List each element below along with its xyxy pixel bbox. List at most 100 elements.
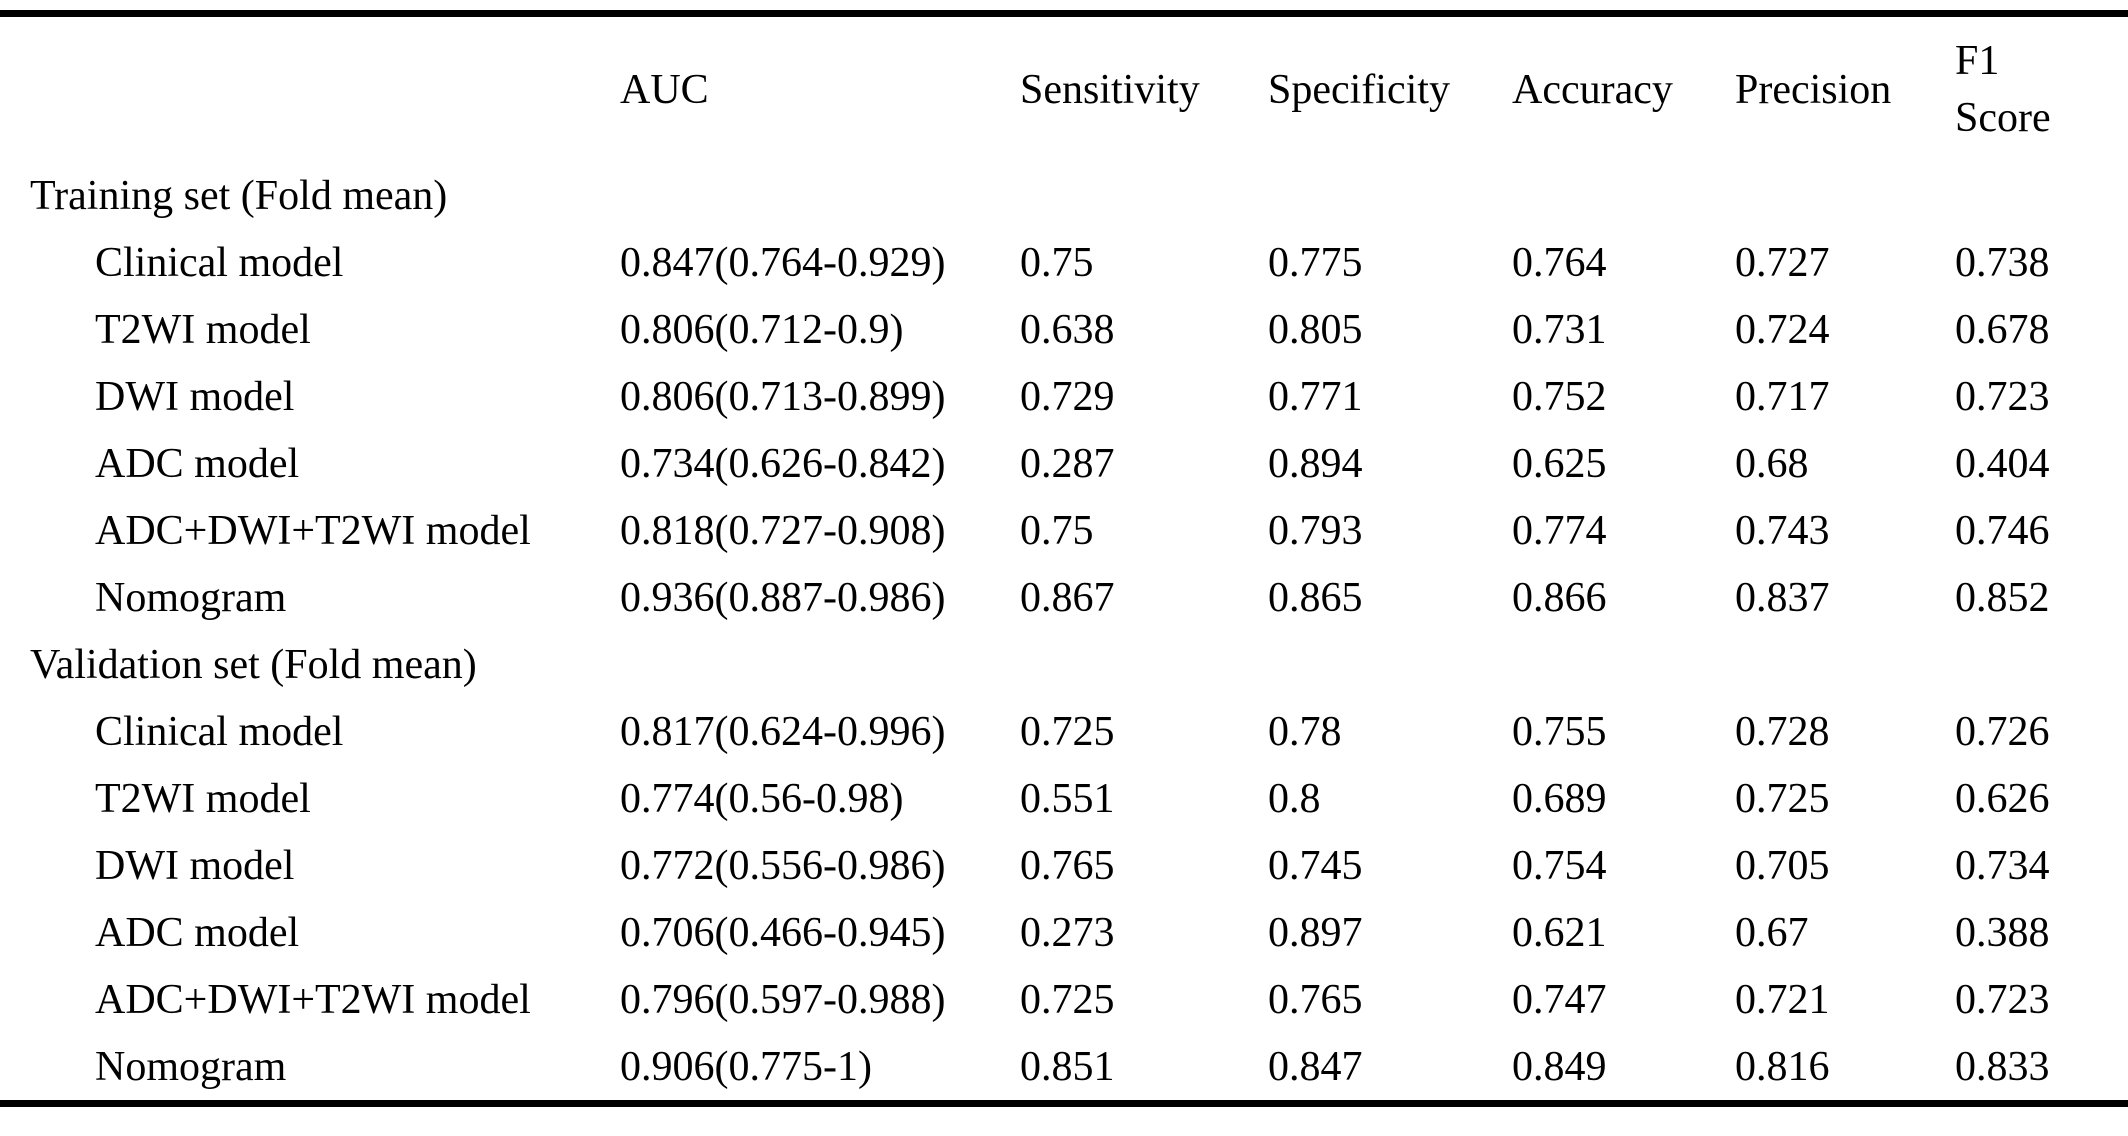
specificity-cell: 0.865 [1268, 574, 1363, 621]
precision-cell: 0.705 [1735, 842, 1830, 889]
sensitivity-cell: 0.765 [1020, 842, 1115, 889]
sensitivity-cell: 0.638 [1020, 306, 1115, 353]
accuracy-cell: 0.689 [1512, 775, 1607, 822]
auc-cell: 0.772(0.556-0.986) [620, 842, 946, 889]
sensitivity-cell: 0.851 [1020, 1043, 1115, 1090]
table-row: Nomogram 0.906(0.775-1) 0.851 0.847 0.84… [0, 1033, 2128, 1104]
f1-cell: 0.746 [1955, 507, 2050, 554]
accuracy-cell: 0.754 [1512, 842, 1607, 889]
model-name-cell: ADC model [95, 440, 300, 487]
specificity-cell: 0.847 [1268, 1043, 1363, 1090]
accuracy-cell: 0.752 [1512, 373, 1607, 420]
table-row: ADC model 0.734(0.626-0.842) 0.287 0.894… [0, 430, 2128, 497]
f1-label-line2: Score [1955, 94, 2051, 141]
table-row: T2WI model 0.806(0.712-0.9) 0.638 0.805 … [0, 296, 2128, 363]
group-label: Training set (Fold mean) [30, 172, 448, 219]
auc-cell: 0.817(0.624-0.996) [620, 708, 946, 755]
precision-cell: 0.816 [1735, 1043, 1830, 1090]
table-row: DWI model 0.806(0.713-0.899) 0.729 0.771… [0, 363, 2128, 430]
precision-cell: 0.725 [1735, 775, 1830, 822]
precision-cell: 0.68 [1735, 440, 1809, 487]
sensitivity-cell: 0.729 [1020, 373, 1115, 420]
col-header-auc: AUC [620, 66, 709, 113]
table-row: Clinical model 0.817(0.624-0.996) 0.725 … [0, 698, 2128, 765]
specificity-cell: 0.8 [1268, 775, 1321, 822]
auc-cell: 0.906(0.775-1) [620, 1043, 872, 1090]
sensitivity-cell: 0.75 [1020, 507, 1094, 554]
table-row: Nomogram 0.936(0.887-0.986) 0.867 0.865 … [0, 564, 2128, 631]
specificity-cell: 0.894 [1268, 440, 1363, 487]
specificity-cell: 0.765 [1268, 976, 1363, 1023]
col-header-model [0, 14, 620, 163]
precision-cell: 0.724 [1735, 306, 1830, 353]
table-row: DWI model 0.772(0.556-0.986) 0.765 0.745… [0, 832, 2128, 899]
col-header-accuracy: Accuracy [1512, 66, 1673, 113]
auc-cell: 0.847(0.764-0.929) [620, 239, 946, 286]
f1-cell: 0.678 [1955, 306, 2050, 353]
table-row: ADC model 0.706(0.466-0.945) 0.273 0.897… [0, 899, 2128, 966]
f1-cell: 0.734 [1955, 842, 2050, 889]
table-row: ADC+DWI+T2WI model 0.818(0.727-0.908) 0.… [0, 497, 2128, 564]
model-name-cell: ADC+DWI+T2WI model [95, 976, 531, 1023]
f1-cell: 0.852 [1955, 574, 2050, 621]
group-header-training: Training set (Fold mean) [0, 162, 2128, 229]
f1-cell: 0.738 [1955, 239, 2050, 286]
model-name-cell: ADC+DWI+T2WI model [95, 507, 531, 554]
model-name-cell: T2WI model [95, 306, 311, 353]
accuracy-cell: 0.849 [1512, 1043, 1607, 1090]
accuracy-cell: 0.866 [1512, 574, 1607, 621]
accuracy-cell: 0.755 [1512, 708, 1607, 755]
model-name-cell: DWI model [95, 373, 295, 420]
f1-cell: 0.726 [1955, 708, 2050, 755]
f1-cell: 0.404 [1955, 440, 2050, 487]
accuracy-cell: 0.625 [1512, 440, 1607, 487]
model-name-cell: Nomogram [95, 574, 287, 621]
header-row: AUC Sensitivity Specificity Accuracy Pre… [0, 14, 2128, 163]
model-name-cell: DWI model [95, 842, 295, 889]
group-label: Validation set (Fold mean) [30, 641, 477, 688]
auc-cell: 0.806(0.713-0.899) [620, 373, 946, 420]
specificity-cell: 0.745 [1268, 842, 1363, 889]
sensitivity-cell: 0.725 [1020, 708, 1115, 755]
specificity-cell: 0.771 [1268, 373, 1363, 420]
precision-cell: 0.837 [1735, 574, 1830, 621]
sensitivity-cell: 0.273 [1020, 909, 1115, 956]
sensitivity-cell: 0.75 [1020, 239, 1094, 286]
specificity-cell: 0.78 [1268, 708, 1342, 755]
specificity-cell: 0.775 [1268, 239, 1363, 286]
sensitivity-cell: 0.551 [1020, 775, 1115, 822]
f1-cell: 0.723 [1955, 976, 2050, 1023]
precision-cell: 0.743 [1735, 507, 1830, 554]
sensitivity-cell: 0.287 [1020, 440, 1115, 487]
col-header-precision: Precision [1735, 66, 1892, 113]
model-name-cell: Nomogram [95, 1043, 287, 1090]
sensitivity-cell: 0.725 [1020, 976, 1115, 1023]
precision-cell: 0.727 [1735, 239, 1830, 286]
f1-cell: 0.626 [1955, 775, 2050, 822]
auc-cell: 0.806(0.712-0.9) [620, 306, 904, 353]
group-header-validation: Validation set (Fold mean) [0, 631, 2128, 698]
sensitivity-cell: 0.867 [1020, 574, 1115, 621]
model-name-cell: Clinical model [95, 239, 344, 286]
specificity-cell: 0.793 [1268, 507, 1363, 554]
precision-cell: 0.728 [1735, 708, 1830, 755]
auc-cell: 0.706(0.466-0.945) [620, 909, 946, 956]
col-header-f1-score: F1 Score [1955, 14, 2128, 163]
precision-cell: 0.717 [1735, 373, 1830, 420]
f1-cell: 0.388 [1955, 909, 2050, 956]
accuracy-cell: 0.731 [1512, 306, 1607, 353]
table-row: Clinical model 0.847(0.764-0.929) 0.75 0… [0, 229, 2128, 296]
accuracy-cell: 0.774 [1512, 507, 1607, 554]
specificity-cell: 0.897 [1268, 909, 1363, 956]
specificity-cell: 0.805 [1268, 306, 1363, 353]
accuracy-cell: 0.764 [1512, 239, 1607, 286]
precision-cell: 0.67 [1735, 909, 1809, 956]
f1-cell: 0.833 [1955, 1043, 2050, 1090]
model-name-cell: T2WI model [95, 775, 311, 822]
auc-cell: 0.936(0.887-0.986) [620, 574, 946, 621]
model-name-cell: ADC model [95, 909, 300, 956]
auc-cell: 0.818(0.727-0.908) [620, 507, 946, 554]
table-row: T2WI model 0.774(0.56-0.98) 0.551 0.8 0.… [0, 765, 2128, 832]
f1-label-line1: F1 [1955, 37, 2000, 84]
col-header-specificity: Specificity [1268, 66, 1450, 113]
